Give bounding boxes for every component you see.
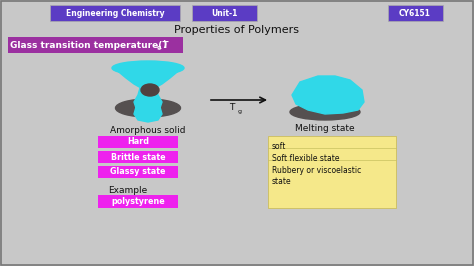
Text: T: T: [229, 103, 235, 113]
FancyBboxPatch shape: [98, 151, 178, 163]
Polygon shape: [292, 76, 364, 114]
Ellipse shape: [290, 104, 360, 120]
Text: Glass transition temperature(T: Glass transition temperature(T: [10, 40, 169, 49]
Text: Engineering Chemistry: Engineering Chemistry: [66, 9, 164, 18]
Text: soft: soft: [272, 142, 286, 151]
FancyBboxPatch shape: [98, 136, 178, 148]
FancyBboxPatch shape: [8, 37, 183, 53]
Text: Unit-1: Unit-1: [211, 9, 237, 18]
FancyBboxPatch shape: [50, 5, 180, 21]
FancyBboxPatch shape: [268, 136, 396, 208]
Text: CY6151: CY6151: [399, 9, 431, 18]
FancyBboxPatch shape: [388, 5, 443, 21]
FancyBboxPatch shape: [98, 195, 178, 208]
Ellipse shape: [141, 84, 159, 96]
Text: Rubbery or viscoelastic
state: Rubbery or viscoelastic state: [272, 166, 361, 186]
Text: g: g: [238, 109, 242, 114]
Polygon shape: [134, 88, 162, 108]
Text: Amorphous solid: Amorphous solid: [110, 126, 186, 135]
Text: g: g: [157, 45, 161, 51]
Text: Soft flexible state: Soft flexible state: [272, 154, 339, 163]
Ellipse shape: [112, 61, 184, 75]
Text: Glassy state: Glassy state: [110, 168, 166, 177]
Text: Properties of Polymers: Properties of Polymers: [174, 25, 300, 35]
FancyBboxPatch shape: [98, 166, 178, 178]
Polygon shape: [114, 68, 182, 90]
FancyBboxPatch shape: [192, 5, 257, 21]
Polygon shape: [134, 104, 162, 122]
Text: Hard: Hard: [127, 138, 149, 147]
Ellipse shape: [116, 99, 181, 117]
Text: Brittle state: Brittle state: [111, 152, 165, 161]
Text: ): ): [162, 40, 166, 49]
Text: polystyrene: polystyrene: [111, 197, 165, 206]
Text: Example: Example: [108, 186, 147, 195]
Text: Melting state: Melting state: [295, 124, 355, 133]
